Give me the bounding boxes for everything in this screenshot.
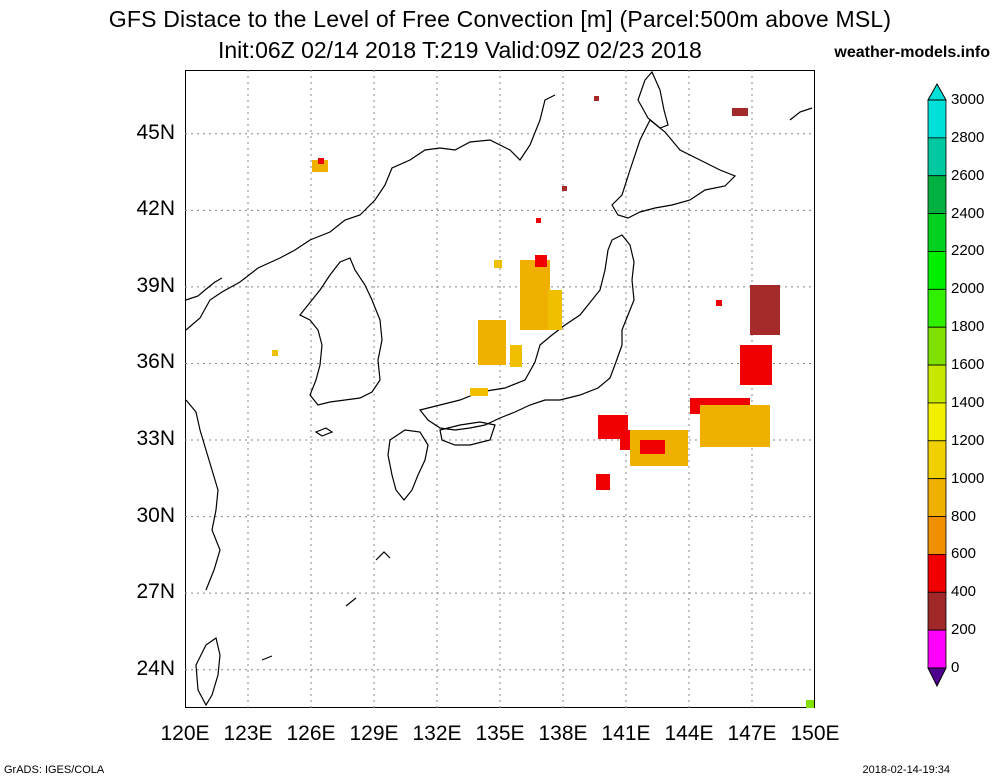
colorbar-swatch	[927, 554, 947, 593]
colorbar-label: 600	[951, 545, 977, 563]
feature-area	[470, 388, 488, 396]
colorbar-label: 200	[951, 621, 977, 639]
feature-area	[562, 186, 567, 191]
colorbar-label: 2600	[951, 166, 985, 184]
lon-label: 126E	[286, 722, 336, 745]
colorbar-swatch	[927, 364, 947, 404]
feature-area	[510, 345, 522, 367]
colorbar-swatch	[927, 516, 947, 555]
colorbar-swatch	[927, 402, 947, 442]
colorbar-swatch	[927, 251, 947, 290]
colorbar-min-arrow	[927, 667, 947, 688]
colorbar-label: 2000	[951, 280, 985, 298]
lat-label: 36N	[136, 350, 175, 374]
feature-area	[520, 260, 550, 330]
lon-label: 120E	[160, 722, 210, 745]
colorbar-max-arrow	[927, 82, 947, 101]
lon-label: 129E	[349, 722, 399, 745]
colorbar-swatch	[927, 440, 947, 480]
colorbar-swatch	[927, 137, 947, 177]
feature-area	[548, 290, 562, 330]
colorbar-label: 2800	[951, 128, 985, 146]
colorbar-swatch	[927, 591, 947, 631]
colorbar	[927, 82, 947, 688]
feature-area	[536, 218, 541, 223]
coastlines	[185, 70, 813, 707]
feature-area	[478, 320, 506, 365]
colorbar-swatch	[927, 288, 947, 328]
lon-label: 150E	[790, 722, 840, 745]
feature-area	[716, 300, 722, 306]
colorbar-swatch	[927, 175, 947, 215]
lat-label: 42N	[136, 197, 175, 221]
colorbar-label: 0	[951, 659, 960, 676]
site-name: weather-models.info	[834, 44, 990, 61]
colorbar-label: 1000	[951, 469, 985, 487]
lon-label: 141E	[601, 722, 651, 745]
colorbar-label: 3000	[951, 91, 985, 108]
colorbar-swatch	[927, 478, 947, 517]
lon-label: 123E	[223, 722, 273, 745]
colorbar-label: 800	[951, 507, 977, 525]
colorbar-swatch	[927, 213, 947, 252]
feature-area	[272, 350, 278, 356]
lat-label: 27N	[136, 580, 175, 604]
lat-label: 24N	[136, 656, 175, 680]
convection-areas	[272, 96, 814, 708]
footer-credit: GrADS: IGES/COLA	[4, 764, 105, 776]
chart-title: GFS Distace to the Level of Free Convect…	[108, 6, 892, 32]
feature-area	[732, 108, 748, 116]
colorbar-label: 1800	[951, 318, 985, 336]
lon-label: 132E	[412, 722, 462, 745]
chart-subtitle: Init:06Z 02/14 2018 T:219 Valid:09Z 02/2…	[218, 37, 702, 63]
feature-area	[535, 255, 547, 267]
footer-timestamp: 2018-02-14-19:34	[862, 764, 950, 776]
feature-area	[640, 440, 665, 454]
lat-label: 33N	[136, 427, 175, 451]
colorbar-swatch	[927, 326, 947, 366]
colorbar-swatch	[927, 629, 947, 669]
feature-area	[596, 474, 610, 490]
feature-area	[318, 158, 324, 164]
colorbar-label: 2400	[951, 204, 985, 222]
feature-area	[594, 96, 599, 101]
lat-label: 45N	[136, 120, 175, 144]
feature-area	[700, 405, 770, 447]
lat-label: 39N	[136, 273, 175, 297]
lon-label: 138E	[538, 722, 588, 745]
colorbar-label: 1400	[951, 393, 985, 411]
colorbar-label: 400	[951, 583, 977, 601]
feature-area	[740, 345, 772, 385]
lon-label: 135E	[475, 722, 525, 745]
colorbar-label: 1200	[951, 431, 985, 449]
feature-area	[806, 700, 814, 708]
lon-label: 144E	[664, 722, 714, 745]
feature-area	[750, 285, 780, 335]
colorbar-label: 2200	[951, 242, 985, 260]
lon-label: 147E	[727, 722, 777, 745]
colorbar-label: 1600	[951, 356, 985, 374]
colorbar-swatch	[927, 99, 947, 139]
feature-area	[494, 260, 502, 268]
lat-label: 30N	[136, 503, 175, 527]
